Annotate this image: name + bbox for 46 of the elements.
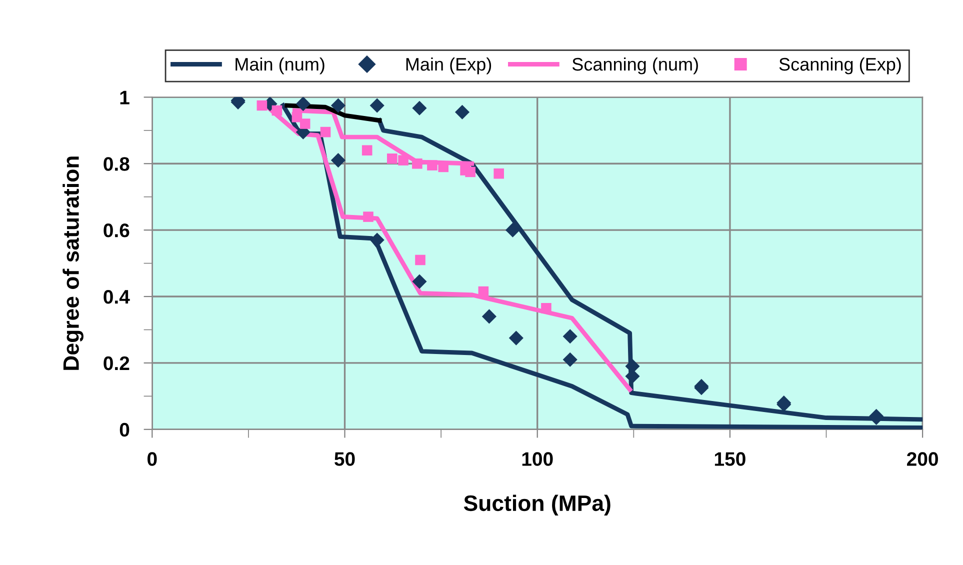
- point: [370, 98, 384, 113]
- point: [362, 145, 372, 156]
- point: [296, 97, 310, 112]
- point: [386, 153, 398, 164]
- legend-label: Scanning (num): [572, 57, 698, 74]
- y-tick-label: 0.4: [104, 290, 130, 304]
- y-tick-label: 0.2: [104, 356, 130, 370]
- point: [465, 166, 476, 178]
- point: [482, 309, 496, 324]
- point: [505, 222, 520, 238]
- point: [330, 153, 346, 168]
- point: [508, 330, 524, 346]
- point: [494, 168, 504, 179]
- legend-label: Scanning (Exp): [779, 57, 901, 74]
- point: [562, 329, 578, 344]
- y-tick-label: 1: [120, 90, 130, 104]
- y-axis-title: Degree of saturation: [62, 156, 84, 370]
- point: [454, 104, 470, 120]
- point: [427, 160, 438, 170]
- point: [412, 158, 422, 169]
- point: [412, 100, 427, 116]
- point: [272, 105, 282, 116]
- point: [541, 302, 552, 314]
- point: [256, 100, 268, 111]
- point: [330, 98, 346, 113]
- legend-label: Main (Exp): [406, 57, 492, 74]
- y-tick-label: 0.6: [104, 224, 130, 238]
- x-tick-label: 200: [907, 452, 938, 466]
- line-series: [284, 103, 382, 123]
- point: [363, 212, 374, 222]
- point: [415, 254, 426, 266]
- x-tick-label: 50: [334, 452, 355, 466]
- x-tick-label: 150: [714, 452, 746, 466]
- legend-label: Main (num): [236, 57, 324, 74]
- point: [412, 274, 427, 289]
- x-axis-title: Suction (MPa): [464, 494, 610, 516]
- point: [398, 155, 408, 166]
- y-tick-label: 0: [120, 422, 130, 437]
- x-tick-label: 0: [148, 452, 157, 466]
- point: [478, 286, 489, 297]
- point: [292, 112, 302, 122]
- point: [320, 126, 331, 138]
- point: [562, 352, 578, 367]
- x-tick-label: 100: [522, 452, 553, 466]
- point: [300, 118, 310, 129]
- y-tick-label: 0.8: [104, 157, 130, 171]
